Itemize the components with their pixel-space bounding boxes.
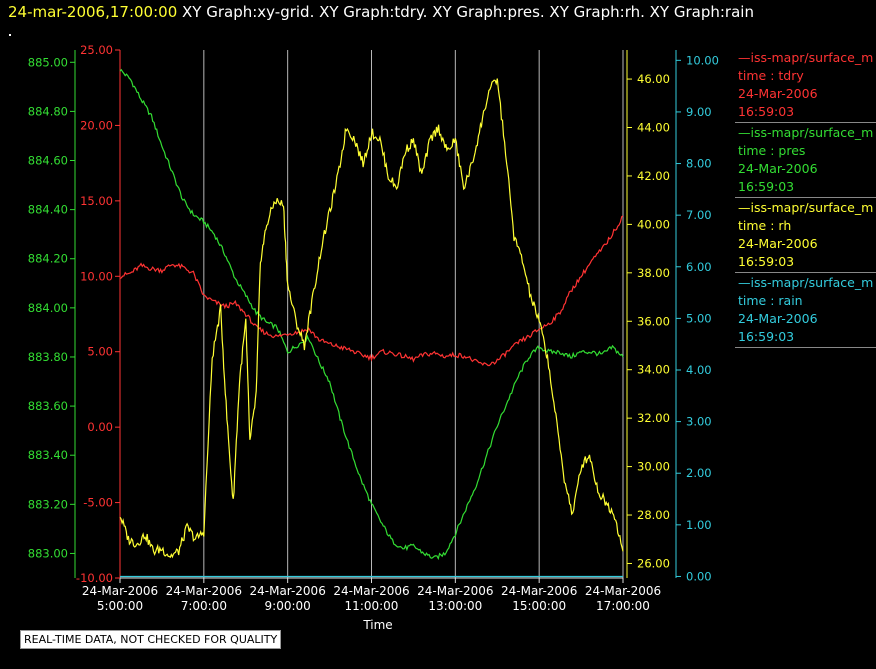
legend-time: 16:59:03	[738, 179, 795, 194]
x-tick-label: 24-Mar-2006	[417, 584, 493, 598]
x-tick-label: 7:00:00	[181, 599, 227, 613]
rh-tick-label: 42.00	[637, 169, 670, 183]
tdry-tick-label: 5.00	[87, 345, 113, 359]
rain-tick-label: 2.00	[686, 466, 712, 480]
x-tick-label: 13:00:00	[428, 599, 482, 613]
legend-time: 16:59:03	[738, 329, 795, 344]
rain-tick-label: 7.00	[686, 208, 712, 222]
legend-name: —iss-mapr/surface_m	[738, 200, 874, 215]
rain-tick-label: 8.00	[686, 157, 712, 171]
rh-tick-label: 26.00	[637, 556, 670, 570]
rain-tick-label: 6.00	[686, 260, 712, 274]
tdry-tick-label: -10.00	[76, 571, 113, 585]
x-tick-label: 24-Mar-2006	[585, 584, 661, 598]
rain-tick-label: 3.00	[686, 415, 712, 429]
pres-tick-label: 884.80	[28, 104, 68, 118]
tdry-tick-label: 15.00	[80, 194, 113, 208]
graph-list: XY Graph:xy-grid. XY Graph:tdry. XY Grap…	[182, 3, 754, 21]
rh-tick-label: 44.00	[637, 121, 670, 135]
legend-date: 24-Mar-2006	[738, 86, 818, 101]
quality-note: REAL-TIME DATA, NOT CHECKED FOR QUALITY	[20, 630, 282, 649]
legend-time: 16:59:03	[738, 254, 795, 269]
rain-tick-label: 0.00	[686, 569, 712, 583]
x-tick-label: 11:00:00	[345, 599, 399, 613]
series-tdry-line	[119, 215, 624, 367]
legend-var: time : rh	[738, 218, 792, 233]
timestamp: 24-mar-2006,17:00:00	[8, 3, 178, 21]
rain-tick-label: 10.00	[686, 53, 719, 67]
pres-tick-label: 885.00	[28, 55, 68, 69]
rh-tick-label: 32.00	[637, 411, 670, 425]
series-rh-line	[119, 78, 624, 559]
tdry-tick-label: 10.00	[80, 269, 113, 283]
x-tick-label: 9:00:00	[265, 599, 311, 613]
x-tick-label: 15:00:00	[512, 599, 566, 613]
x-tick-label: 17:00:00	[596, 599, 650, 613]
pres-tick-label: 884.60	[28, 154, 68, 168]
tdry-tick-label: 25.00	[80, 43, 113, 57]
graph-title-bar: 24-mar-2006,17:00:00 XY Graph:xy-grid. X…	[8, 3, 754, 21]
rain-tick-label: 4.00	[686, 363, 712, 377]
tdry-tick-label: 0.00	[87, 420, 113, 434]
xy-chart[interactable]: 24-Mar-20065:00:0024-Mar-20067:00:0024-M…	[0, 0, 734, 669]
pres-tick-label: 883.80	[28, 350, 68, 364]
pres-tick-label: 883.40	[28, 448, 68, 462]
legend-var: time : tdry	[738, 68, 804, 83]
rh-tick-label: 38.00	[637, 266, 670, 280]
x-tick-label: 24-Mar-2006	[249, 584, 325, 598]
x-tick-label: 24-Mar-2006	[82, 584, 158, 598]
pres-tick-label: 884.40	[28, 203, 68, 217]
legend-name: —iss-mapr/surface_m	[738, 50, 874, 65]
legend-name: —iss-mapr/surface_m	[738, 275, 874, 290]
rh-tick-label: 40.00	[637, 217, 670, 231]
pres-tick-label: 883.00	[28, 546, 68, 560]
x-tick-label: 24-Mar-2006	[333, 584, 409, 598]
legend-date: 24-Mar-2006	[738, 236, 818, 251]
rh-tick-label: 30.00	[637, 460, 670, 474]
pres-tick-label: 884.20	[28, 252, 68, 266]
pres-tick-label: 883.20	[28, 497, 68, 511]
rh-tick-label: 36.00	[637, 314, 670, 328]
legend-name: —iss-mapr/surface_m	[738, 125, 874, 140]
rh-tick-label: 34.00	[637, 363, 670, 377]
pres-tick-label: 883.60	[28, 399, 68, 413]
rh-tick-label: 46.00	[637, 72, 670, 86]
x-axis-label: Time	[362, 618, 392, 632]
pres-tick-label: 884.00	[28, 301, 68, 315]
legend: —iss-mapr/surface_m time : tdry 24-Mar-200…	[735, 48, 876, 348]
x-tick-label: 24-Mar-2006	[501, 584, 577, 598]
legend-date: 24-Mar-2006	[738, 161, 818, 176]
rain-tick-label: 1.00	[686, 518, 712, 532]
x-tick-label: 24-Mar-2006	[166, 584, 242, 598]
legend-var: time : rain	[738, 293, 803, 308]
legend-date: 24-Mar-2006	[738, 311, 818, 326]
legend-var: time : pres	[738, 143, 806, 158]
rh-tick-label: 28.00	[637, 508, 670, 522]
legend-time: 16:59:03	[738, 104, 795, 119]
x-tick-label: 5:00:00	[97, 599, 143, 613]
dot-marker	[9, 34, 11, 36]
rain-tick-label: 5.00	[686, 311, 712, 325]
tdry-tick-label: 20.00	[80, 118, 113, 132]
rain-tick-label: 9.00	[686, 105, 712, 119]
tdry-tick-label: -5.00	[83, 496, 113, 510]
series-pres-line	[119, 68, 624, 561]
